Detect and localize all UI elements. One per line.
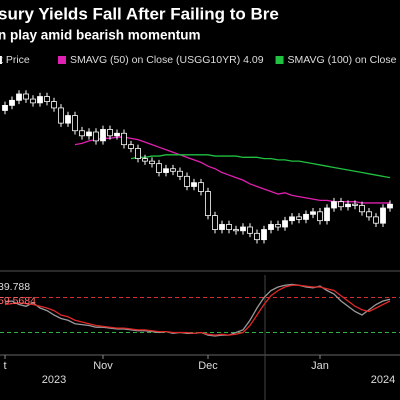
candle-body <box>303 213 309 220</box>
candle-body <box>380 207 386 224</box>
candle-body <box>114 132 120 137</box>
moving-average-line <box>130 154 391 179</box>
x-tick-label: t <box>3 360 6 372</box>
candle-body <box>198 182 204 192</box>
candle-body <box>310 211 316 215</box>
candle-body <box>16 93 22 101</box>
candle-body <box>30 98 36 104</box>
candle-body <box>352 203 358 206</box>
candle-body <box>121 132 127 146</box>
candle-body <box>93 131 99 142</box>
candle-body <box>51 101 57 109</box>
candle-body <box>338 201 344 208</box>
candle-body <box>331 201 337 209</box>
candle-body <box>296 216 302 220</box>
candle-body <box>205 191 211 217</box>
candle-body <box>107 129 113 137</box>
candle-body <box>345 203 351 208</box>
candle-body <box>366 211 372 218</box>
candle-body <box>177 170 183 177</box>
candle-body <box>23 93 29 100</box>
candle-body <box>226 224 232 230</box>
candle-body <box>268 224 274 230</box>
moving-average-line <box>74 136 390 204</box>
candle-body <box>135 148 141 159</box>
x-tick-label: Jan <box>311 360 329 372</box>
candle-body <box>289 216 295 222</box>
candle-body <box>156 163 162 173</box>
candle-body <box>2 105 8 111</box>
year-label: 2023 <box>42 374 66 386</box>
candle-body <box>317 211 323 222</box>
legend-label: SMAVG (100) on Close (USGG10YR) <box>288 54 400 66</box>
chart-subtitle: n play amid bearish momentum <box>0 28 201 43</box>
candle-body <box>65 115 71 124</box>
candle-body <box>170 168 176 172</box>
candle-body <box>184 175 190 187</box>
oscillator-label: 59.5684 <box>0 295 36 307</box>
legend-swatch <box>0 56 2 64</box>
oscillator-label: 39.788 <box>0 281 30 293</box>
candle-body <box>128 144 134 149</box>
candle-body <box>240 226 246 232</box>
candle-body <box>44 96 50 102</box>
candle-body <box>191 182 197 187</box>
candle-body <box>359 205 365 213</box>
candle-body <box>37 96 43 104</box>
candle-body <box>72 115 78 132</box>
legend-swatch <box>275 56 284 64</box>
candle-body <box>86 131 92 137</box>
x-tick-label: Dec <box>198 360 218 372</box>
candle-body <box>275 224 281 228</box>
candle-body <box>58 107 64 124</box>
candle-body <box>163 168 169 173</box>
candle-body <box>149 160 155 165</box>
candle-body <box>387 203 393 209</box>
candle-body <box>142 158 148 162</box>
candle-body <box>212 215 218 230</box>
x-tick-label: Nov <box>93 360 113 372</box>
candle-body <box>219 224 225 230</box>
candle-body <box>324 207 330 222</box>
candle-body <box>233 229 239 232</box>
legend-swatch <box>58 56 66 64</box>
chart-title: sury Yields Fall After Failing to Bre <box>0 4 279 23</box>
candle-body <box>373 216 379 224</box>
legend-label: t Price <box>0 54 30 66</box>
year-label: 2024 <box>371 374 395 386</box>
oscillator-line <box>4 284 391 336</box>
candle-body <box>79 130 85 137</box>
candle-body <box>247 226 253 234</box>
candle-body <box>100 129 106 142</box>
candle-body <box>254 232 260 241</box>
candle-body <box>9 99 15 106</box>
candle-body <box>261 229 267 241</box>
candle-body <box>282 220 288 228</box>
legend-label: SMAVG (50) on Close (USGG10YR) 4.09 <box>70 54 264 66</box>
